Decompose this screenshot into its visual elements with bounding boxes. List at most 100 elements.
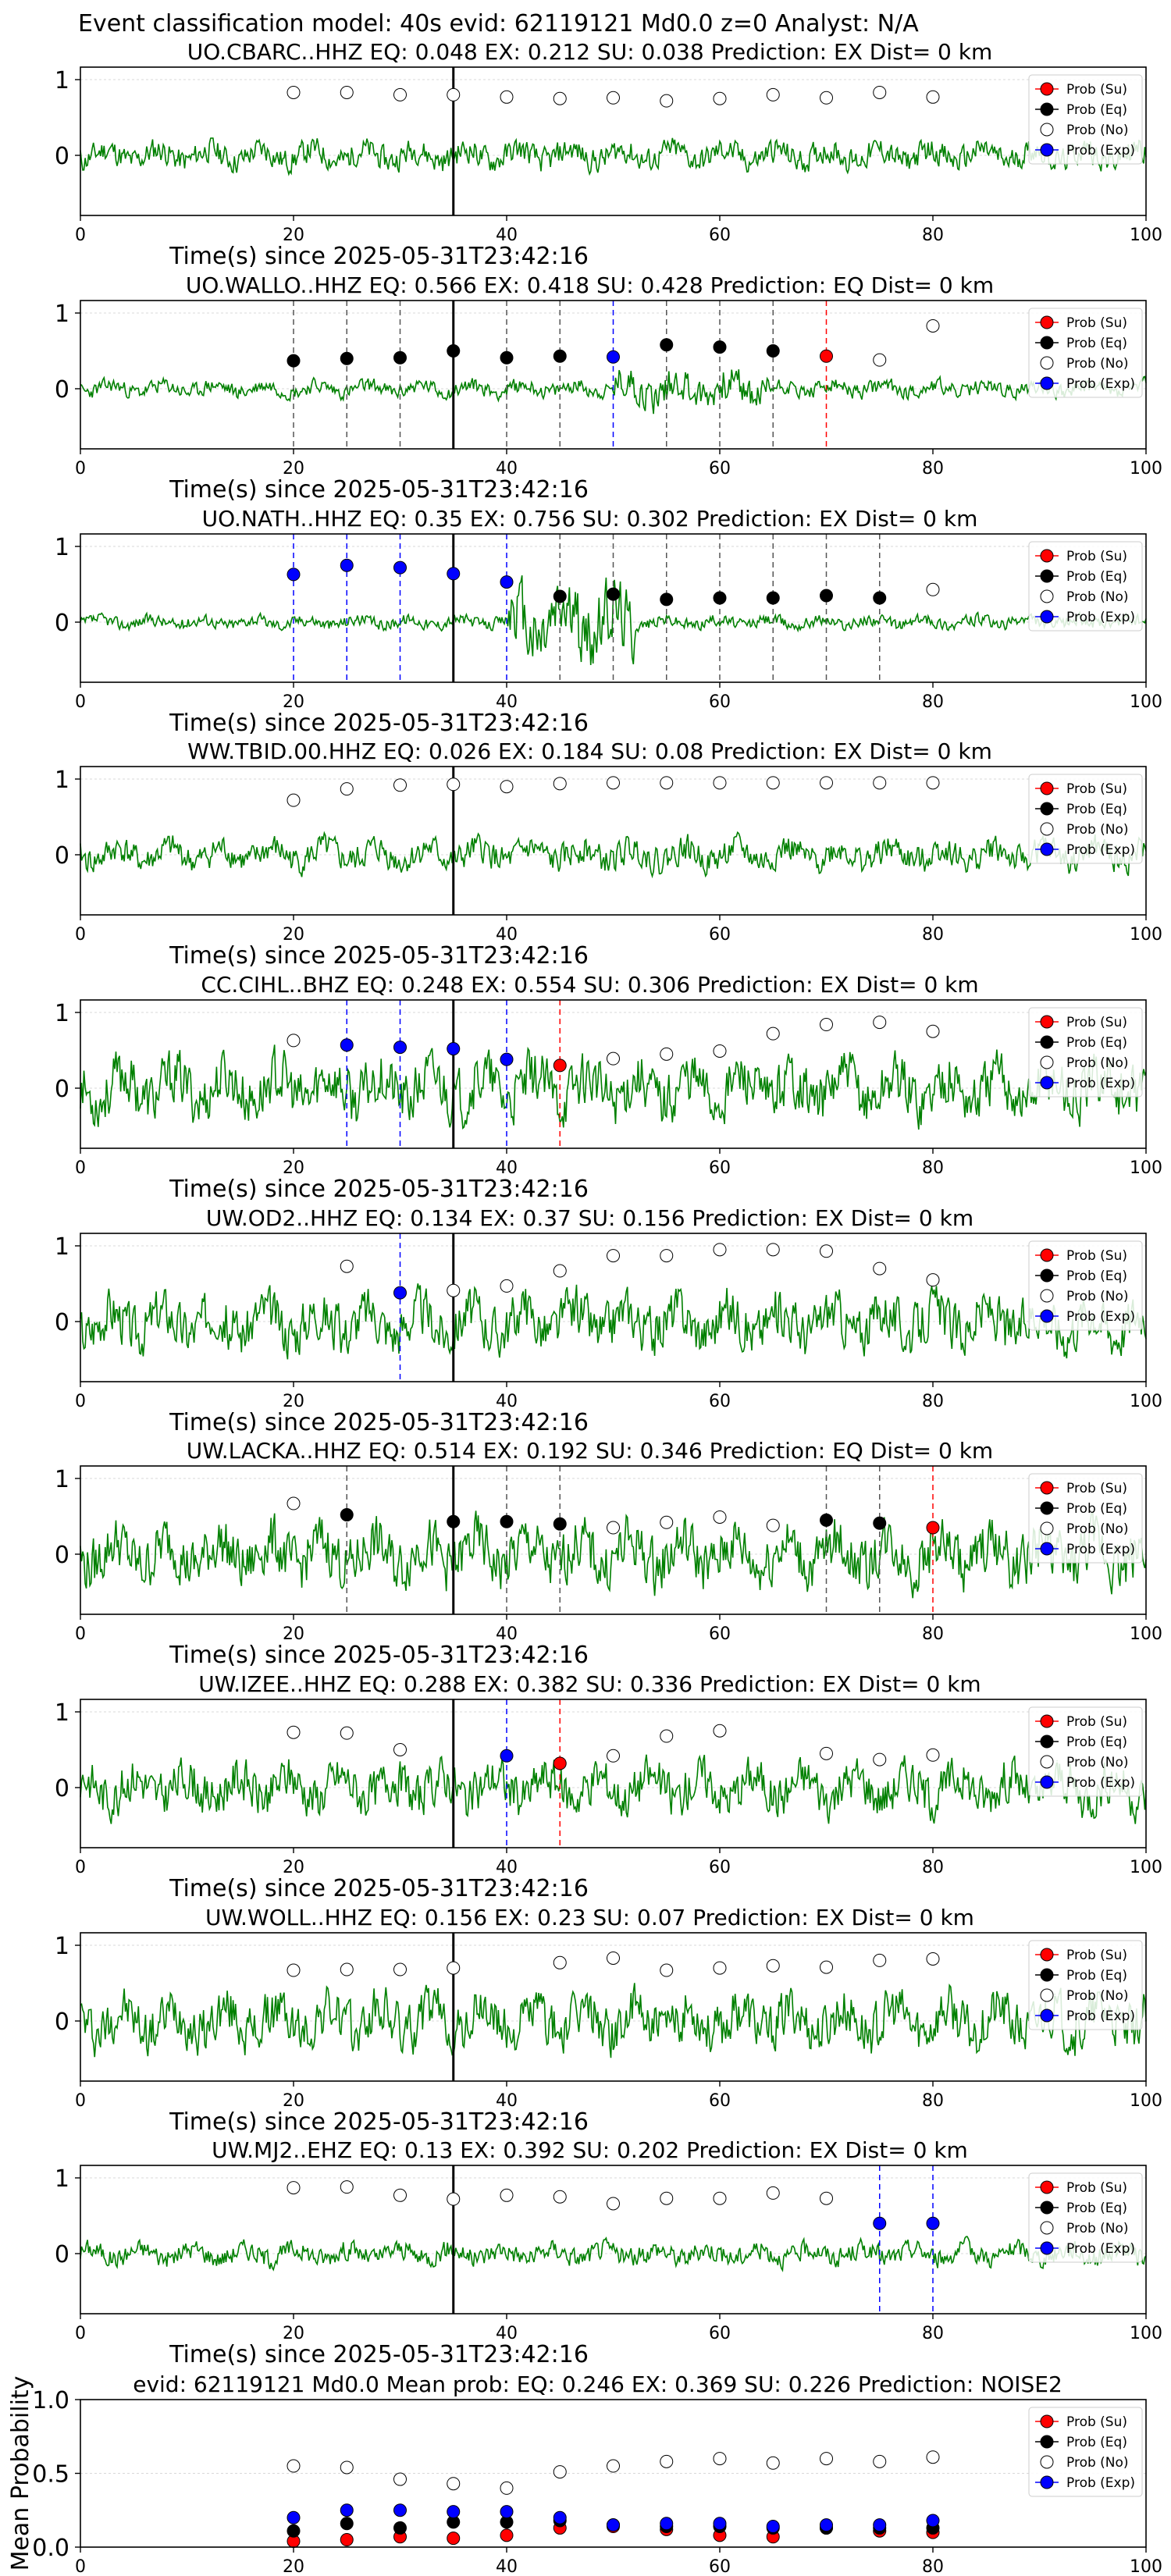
prob-marker: [340, 1038, 354, 1052]
prob-marker: [553, 91, 567, 105]
x-tick-label: 60: [709, 1624, 731, 1644]
legend-marker: [1040, 1015, 1054, 1029]
prob-marker: [926, 776, 940, 790]
legend-label: Prob (Su): [1066, 315, 1127, 331]
legend-label: Prob (Eq): [1066, 569, 1127, 585]
prob-marker: [340, 2180, 354, 2194]
legend-marker: [1040, 1988, 1054, 2002]
mean-marker: [447, 2532, 461, 2546]
x-tick-label: 0: [75, 692, 86, 712]
legend-label: Prob (Exp): [1066, 1542, 1135, 1557]
legend-label: Prob (Eq): [1066, 1268, 1127, 1284]
prob-marker: [713, 591, 727, 605]
mean-marker: [393, 2521, 407, 2535]
prob-marker: [820, 1960, 833, 1974]
prob-marker: [553, 2190, 567, 2204]
y-tick-label: 1: [55, 2165, 69, 2193]
x-axis-label: Time(s) since 2025-05-31T23:42:16: [169, 2108, 589, 2136]
x-tick-label: 20: [283, 692, 304, 712]
x-tick-label: 60: [709, 1158, 731, 1178]
mean-marker: [340, 2460, 354, 2475]
x-axis-label: Time(s) since 2025-05-31T23:42:16: [169, 476, 589, 503]
x-tick-label: 100: [1130, 1392, 1162, 1411]
legend-box: [1028, 1240, 1143, 1331]
legend-marker: [1040, 781, 1054, 795]
legend-label: Prob (Exp): [1066, 1775, 1135, 1791]
x-tick-label: 20: [283, 226, 304, 245]
prob-marker: [393, 350, 407, 365]
x-tick-label: 0: [75, 925, 86, 945]
mean-marker: [340, 2533, 354, 2547]
y-tick-label: 0: [55, 842, 69, 870]
prob-marker: [873, 85, 887, 99]
legend-label: Prob (Su): [1066, 1714, 1127, 1730]
x-tick-label: 0: [75, 2324, 86, 2343]
legend-marker: [1040, 1542, 1054, 1556]
y-tick-label: 1: [55, 1000, 69, 1027]
prob-marker: [607, 91, 620, 105]
x-tick-label: 40: [496, 1158, 518, 1178]
prob-marker: [766, 591, 780, 605]
prob-marker: [820, 589, 833, 603]
prob-marker: [926, 90, 940, 104]
mean-marker: [873, 2518, 887, 2532]
legend-label: Prob (Exp): [1066, 2241, 1135, 2257]
legend-marker: [1040, 1501, 1054, 1515]
prob-marker: [873, 2216, 887, 2230]
x-tick-label: 80: [922, 1158, 944, 1178]
axes-frame: [80, 1233, 1147, 1382]
prob-marker: [553, 349, 567, 363]
mean-marker: [287, 2524, 301, 2538]
legend-label: Prob (Su): [1066, 1015, 1127, 1030]
y-tick-label: 0.5: [32, 2461, 69, 2489]
x-axis-label: Time(s) since 2025-05-31T23:42:16: [169, 942, 589, 970]
x-tick-label: 40: [496, 2091, 518, 2111]
prob-marker: [713, 1510, 727, 1524]
axes-frame: [80, 1699, 1147, 1848]
x-tick-label: 0: [75, 2091, 86, 2111]
x-tick-label: 40: [496, 1858, 518, 1877]
legend-marker: [1040, 1268, 1054, 1283]
x-tick-label: 40: [496, 692, 518, 712]
prob-marker: [607, 2197, 620, 2211]
legend-marker: [1040, 2008, 1054, 2023]
mean-marker: [713, 2452, 727, 2466]
mean-marker: [766, 2520, 780, 2534]
mean-marker: [393, 2503, 407, 2517]
y-tick-label: 0: [55, 2241, 69, 2268]
prob-marker: [713, 340, 727, 354]
y-axis-label: Mean Probability: [7, 2376, 34, 2571]
prob-marker: [820, 1746, 833, 1760]
prob-marker: [873, 1261, 887, 1276]
prob-marker: [713, 1961, 727, 1975]
prob-marker: [447, 87, 461, 101]
prob-marker: [553, 1517, 567, 1531]
legend-label: Prob (No): [1066, 123, 1129, 138]
x-tick-label: 20: [283, 2091, 304, 2111]
prob-marker: [340, 1259, 354, 1273]
waveform-line: [80, 1510, 1147, 1599]
x-tick-label: 80: [922, 692, 944, 712]
x-tick-label: 0: [75, 459, 86, 479]
prob-marker: [287, 793, 301, 807]
mean-marker: [553, 2465, 567, 2479]
x-tick-label: 80: [922, 925, 944, 945]
mean-marker: [660, 2454, 674, 2468]
prob-marker: [660, 592, 674, 607]
y-tick-label: 0.0: [32, 2535, 69, 2562]
legend-marker: [1040, 2435, 1054, 2449]
y-tick-label: 1: [55, 1933, 69, 1960]
legend-box: [1028, 1473, 1143, 1564]
prob-marker: [553, 1264, 567, 1278]
x-tick-label: 0: [75, 1858, 86, 1877]
x-tick-label: 80: [922, 2557, 944, 2576]
prob-marker: [926, 1024, 940, 1038]
prob-marker: [820, 1513, 833, 1527]
legend-marker: [1040, 2241, 1054, 2255]
prob-marker: [553, 1059, 567, 1073]
x-tick-label: 0: [75, 1392, 86, 1411]
legend-label: Prob (No): [1066, 1755, 1129, 1770]
axes-frame: [80, 533, 1147, 683]
